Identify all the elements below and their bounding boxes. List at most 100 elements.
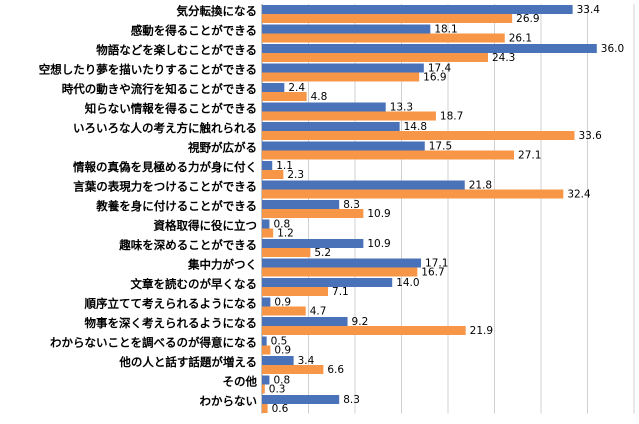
data-label-series-1: 17.1: [425, 258, 448, 270]
data-label-series-1: 33.4: [577, 4, 601, 16]
data-label-series-2: 6.6: [327, 364, 344, 376]
bar-series-2: [262, 345, 271, 355]
data-label-series-2: 5.2: [314, 247, 331, 259]
bar-series-1: [262, 24, 431, 34]
bar-series-2: [262, 53, 488, 62]
data-label-series-2: 24.3: [492, 52, 515, 64]
bar-series-1: [262, 141, 425, 151]
bar-series-2: [262, 209, 364, 218]
bar-series-1: [262, 219, 270, 229]
category-label: 言葉の表現力をつけることができる: [73, 180, 257, 194]
bar-series-2: [262, 326, 466, 335]
bar-series-2: [262, 72, 420, 82]
category-label: いろいろな人の考え方に触れられる: [73, 121, 257, 135]
bar-series-1: [262, 317, 348, 326]
data-label-series-1: 3.4: [298, 355, 315, 367]
data-label-series-1: 10.9: [367, 238, 390, 250]
bar-series-1: [262, 161, 273, 170]
data-label-series-1: 14.8: [404, 121, 427, 133]
labels: 気分転換になる 33.4 26.9 感動を得ることができる 18.1 26.1 物語などを楽…: [39, 4, 624, 415]
category-label: 時代の動きや流行を知ることができる: [62, 82, 257, 96]
bar-series-2: [262, 248, 311, 257]
data-label-series-2: 0.9: [274, 345, 291, 357]
bar-series-1: [262, 258, 422, 268]
data-label-series-1: 0.8: [273, 375, 290, 387]
data-label-series-2: 10.9: [367, 208, 390, 220]
category-label: 順序立てて考えられるようになる: [85, 297, 258, 311]
bar-series-1: [262, 336, 267, 346]
category-label: 教養を身に付けることができる: [95, 199, 257, 213]
data-label-series-1: 21.8: [469, 180, 492, 192]
data-label-series-2: 0.3: [269, 384, 286, 396]
bar-series-2: [262, 14, 513, 23]
bar-series-1: [262, 239, 364, 248]
data-label-series-2: 4.8: [311, 91, 328, 103]
bar-series-2: [262, 170, 284, 179]
data-label-series-1: 14.0: [396, 277, 419, 289]
data-label-series-2: 26.1: [509, 33, 532, 45]
category-label: わからない: [200, 394, 258, 408]
category-label: 知らない情報を得ることができる: [84, 102, 257, 116]
data-label-series-1: 18.1: [434, 24, 457, 36]
bar-series-2: [262, 384, 265, 394]
data-label-series-1: 36.0: [601, 43, 624, 55]
data-label-series-1: 1.1: [276, 160, 293, 172]
data-label-series-2: 21.9: [470, 325, 493, 337]
bar-series-2: [262, 131, 575, 140]
category-label: 情報の真偽を見極める力が身に付く: [72, 160, 257, 174]
data-label-series-2: 16.7: [421, 267, 444, 279]
bar-series-1: [262, 356, 294, 365]
bar-series-1: [262, 375, 270, 385]
bar-series-2: [262, 189, 564, 199]
data-label-series-1: 0.5: [271, 336, 288, 348]
bar-series-1: [262, 278, 393, 287]
category-label: 気分転換になる: [177, 4, 258, 18]
data-label-series-2: 26.9: [516, 13, 539, 25]
data-label-series-1: 13.3: [390, 102, 413, 114]
data-label-series-1: 9.2: [352, 316, 369, 328]
data-label-series-2: 32.4: [567, 189, 591, 201]
data-label-series-2: 2.3: [287, 169, 304, 181]
category-label: 集中力がつく: [187, 258, 257, 272]
bar-series-2: [262, 404, 268, 413]
bar-series-1: [262, 63, 424, 73]
bar-series-1: [262, 102, 386, 112]
category-label: 文章を読むのが早くなる: [131, 277, 258, 291]
data-label-series-2: 7.1: [332, 286, 349, 298]
category-label: その他: [223, 375, 258, 389]
bar-series-1: [262, 180, 465, 190]
data-label-series-1: 17.5: [429, 141, 452, 153]
bar-series-2: [262, 92, 307, 101]
bar-series-1: [262, 395, 340, 404]
category-label: 物事を深く考えられるようになる: [85, 316, 258, 330]
data-label-series-2: 33.6: [578, 130, 602, 142]
data-label-series-2: 16.9: [423, 72, 446, 84]
data-label-series-2: 0.6: [272, 403, 289, 415]
data-label-series-1: 8.3: [343, 199, 360, 211]
bar-series-1: [262, 200, 340, 209]
bars: [262, 5, 597, 413]
data-label-series-2: 18.7: [440, 111, 463, 123]
category-label: 資格取得に役に立つ: [154, 219, 258, 233]
bar-series-2: [262, 33, 505, 43]
data-label-series-1: 8.3: [343, 394, 360, 406]
bar-series-1: [262, 5, 573, 14]
category-label: 視野が広がる: [187, 141, 257, 155]
data-label-series-1: 17.4: [428, 63, 452, 75]
category-label: 趣味を深めることができる: [118, 238, 257, 252]
bar-series-1: [262, 83, 285, 92]
data-label-series-2: 1.2: [277, 228, 294, 240]
bar-series-2: [262, 306, 306, 316]
data-label-series-2: 4.7: [310, 306, 327, 318]
bar-series-2: [262, 150, 515, 160]
bar-series-2: [262, 365, 324, 374]
bar-series-2: [262, 287, 329, 296]
data-label-series-1: 0.8: [273, 219, 290, 231]
data-label-series-1: 0.9: [274, 297, 291, 309]
bar-series-2: [262, 267, 418, 277]
category-label: 感動を得ることができる: [131, 24, 257, 38]
category-label: 物語などを楽しむことができる: [96, 43, 257, 57]
category-label: 他の人と話す話題が増える: [118, 355, 257, 369]
bar-series-1: [262, 122, 400, 131]
